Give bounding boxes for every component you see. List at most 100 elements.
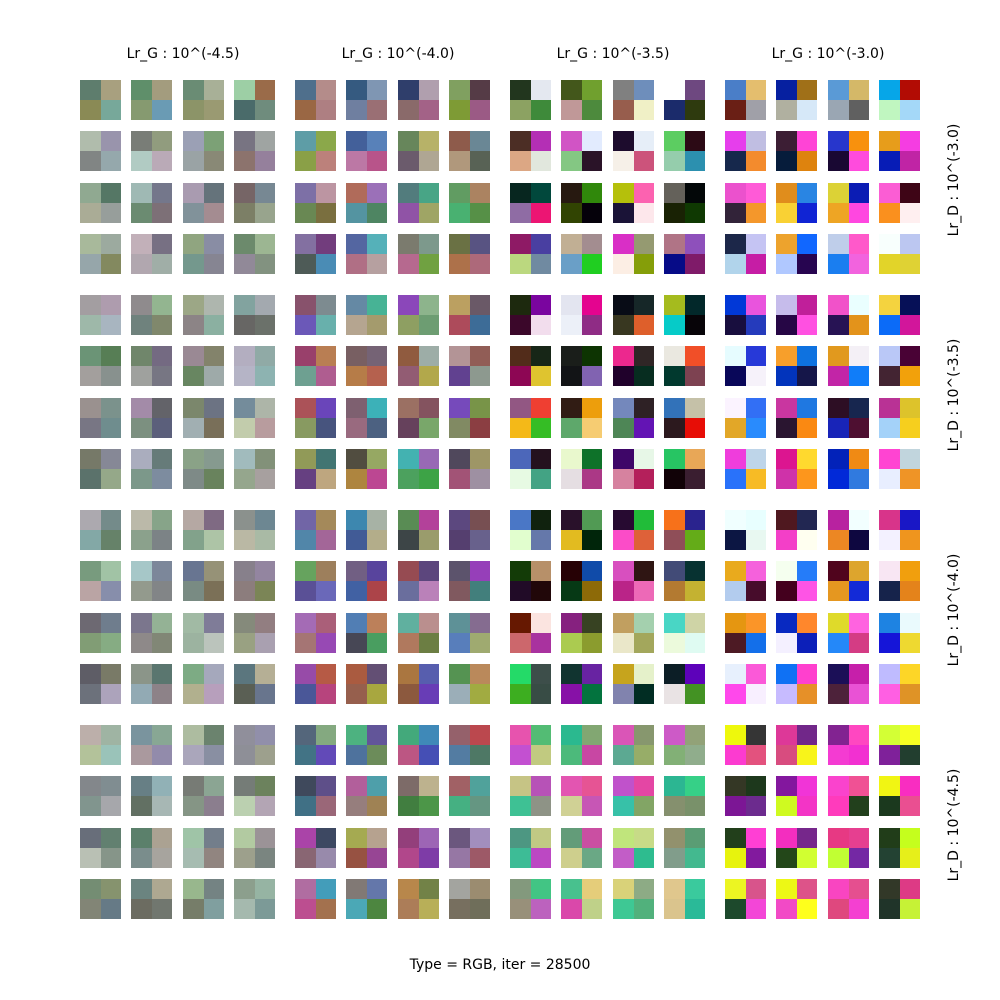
- sample-tile: [828, 398, 869, 438]
- sample-pixel: [561, 315, 582, 335]
- sample-pixel: [725, 613, 746, 633]
- sample-pixel: [879, 725, 900, 745]
- sample-pixel: [561, 828, 582, 848]
- sample-pixel: [530, 848, 551, 868]
- sample-pixel: [664, 879, 685, 899]
- sample-pixel: [561, 684, 582, 704]
- sample-pixel: [80, 530, 101, 550]
- sample-pixel: [131, 203, 152, 223]
- sample-pixel: [879, 346, 900, 366]
- sample-pixel: [183, 254, 204, 274]
- sample-pixel: [664, 449, 685, 469]
- sample-pixel: [131, 828, 152, 848]
- sample-pixel: [366, 828, 387, 848]
- sample-pixel: [745, 561, 766, 581]
- sample-pixel: [684, 581, 705, 601]
- sample-pixel: [398, 561, 419, 581]
- sample-pixel: [203, 879, 224, 899]
- sample-pixel: [183, 469, 204, 489]
- sample-pixel: [530, 346, 551, 366]
- sample-pixel: [848, 100, 869, 120]
- sample-pixel: [684, 315, 705, 335]
- sample-tile: [725, 613, 766, 653]
- sample-tile: [346, 725, 387, 765]
- sample-pixel: [879, 530, 900, 550]
- sample-pixel: [80, 366, 101, 386]
- sample-tile: [346, 828, 387, 868]
- sample-pixel: [613, 315, 634, 335]
- sample-pixel: [151, 100, 172, 120]
- sample-tile: [561, 398, 602, 438]
- sample-pixel: [561, 796, 582, 816]
- sample-pixel: [295, 234, 316, 254]
- sample-pixel: [510, 366, 531, 386]
- sample-pixel: [418, 469, 439, 489]
- sample-pixel: [183, 879, 204, 899]
- sample-pixel: [203, 295, 224, 315]
- sample-pixel: [346, 725, 367, 745]
- sample-pixel: [80, 183, 101, 203]
- sample-pixel: [183, 581, 204, 601]
- sample-pixel: [745, 203, 766, 223]
- sample-pixel: [469, 745, 490, 765]
- sample-pixel: [254, 366, 275, 386]
- sample-pixel: [234, 613, 255, 633]
- sample-tile: [234, 183, 275, 223]
- sample-pixel: [633, 530, 654, 550]
- sample-pixel: [745, 613, 766, 633]
- sample-pixel: [684, 510, 705, 530]
- sample-pixel: [346, 100, 367, 120]
- sample-pixel: [449, 100, 470, 120]
- sample-pixel: [745, 899, 766, 919]
- sample-pixel: [664, 684, 685, 704]
- sample-pixel: [366, 581, 387, 601]
- sample-pixel: [418, 254, 439, 274]
- sample-pixel: [295, 366, 316, 386]
- sample-pixel: [366, 151, 387, 171]
- sample-pixel: [346, 664, 367, 684]
- sample-pixel: [879, 418, 900, 438]
- sample-pixel: [254, 203, 275, 223]
- sample-pixel: [848, 510, 869, 530]
- sample-pixel: [848, 633, 869, 653]
- sample-pixel: [633, 234, 654, 254]
- sample-pixel: [183, 725, 204, 745]
- sample-pixel: [449, 510, 470, 530]
- sample-tile: [449, 346, 490, 386]
- sample-tile: [295, 561, 336, 601]
- sample-pixel: [151, 398, 172, 418]
- sample-pixel: [745, 633, 766, 653]
- sample-pixel: [418, 664, 439, 684]
- sample-pixel: [828, 80, 849, 100]
- sample-pixel: [366, 899, 387, 919]
- sample-pixel: [561, 664, 582, 684]
- sample-pixel: [315, 796, 336, 816]
- sample-pixel: [581, 203, 602, 223]
- sample-pixel: [254, 131, 275, 151]
- sample-pixel: [561, 80, 582, 100]
- sample-pixel: [530, 183, 551, 203]
- sample-pixel: [398, 315, 419, 335]
- sample-pixel: [664, 664, 685, 684]
- sample-pixel: [449, 613, 470, 633]
- sample-pixel: [254, 254, 275, 274]
- sample-pixel: [664, 151, 685, 171]
- sample-pixel: [725, 828, 746, 848]
- sample-pixel: [418, 561, 439, 581]
- sample-tile: [346, 131, 387, 171]
- sample-pixel: [796, 234, 817, 254]
- sample-tile: [131, 613, 172, 653]
- sample-pixel: [510, 315, 531, 335]
- sample-pixel: [581, 366, 602, 386]
- sample-pixel: [776, 725, 797, 745]
- sample-pixel: [848, 183, 869, 203]
- sample-pixel: [398, 234, 419, 254]
- sample-tile: [879, 346, 920, 386]
- sample-pixel: [449, 633, 470, 653]
- sample-pixel: [684, 530, 705, 550]
- sample-pixel: [899, 848, 920, 868]
- sample-pixel: [684, 796, 705, 816]
- sample-tile: [295, 879, 336, 919]
- sample-pixel: [561, 561, 582, 581]
- sample-tile: [131, 346, 172, 386]
